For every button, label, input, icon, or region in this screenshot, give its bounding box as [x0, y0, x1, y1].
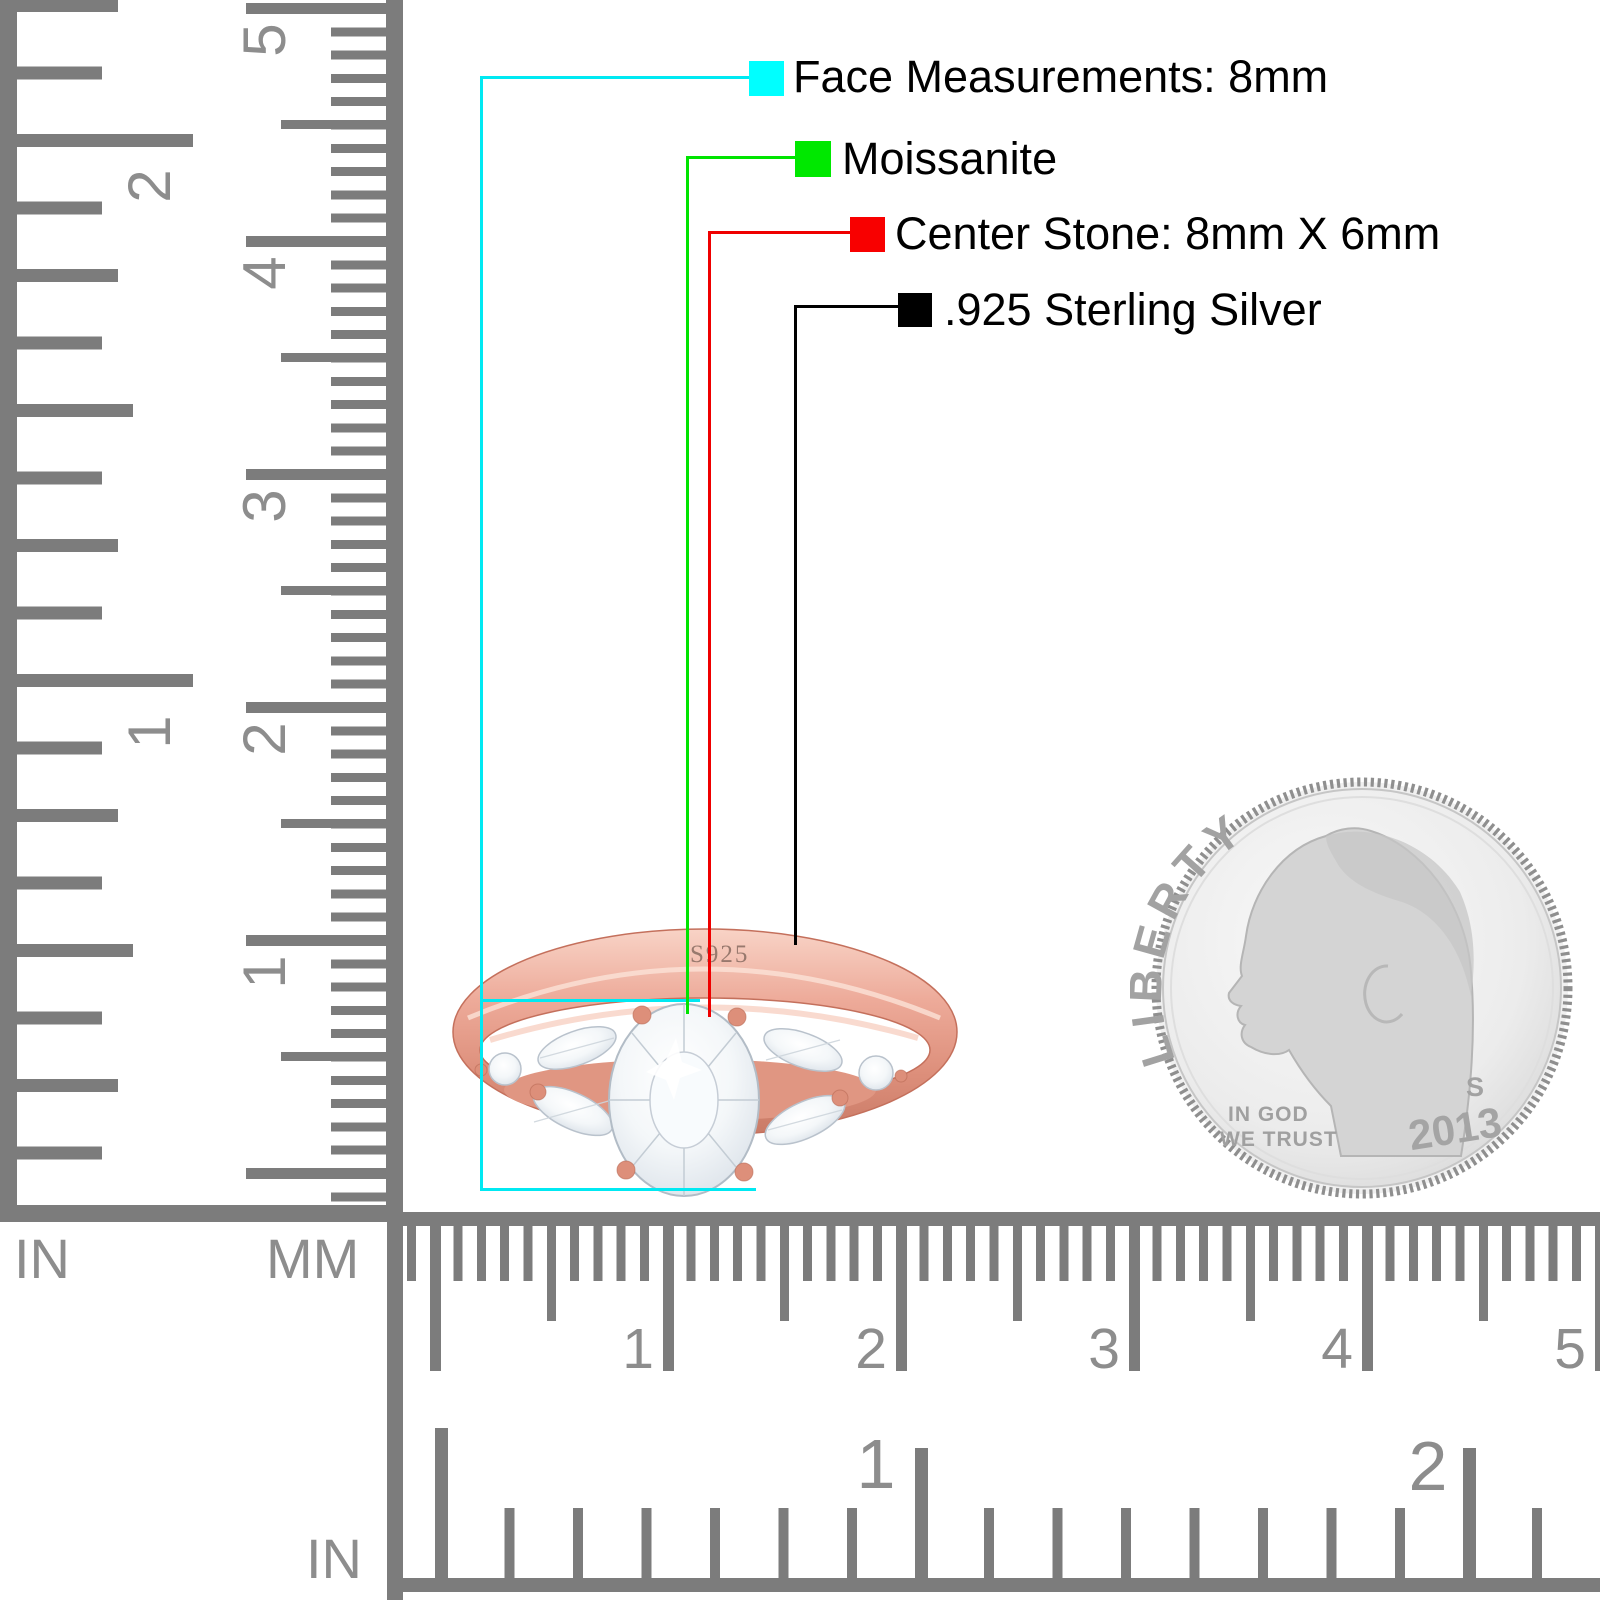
vertical-inch-ruler-edge: [0, 0, 17, 1205]
inch-tick-label: 1: [856, 1425, 896, 1503]
black-swatch: [898, 293, 932, 327]
cm-tick-label: 2: [240, 707, 298, 771]
prong: [894, 1069, 908, 1083]
red-swatch: [850, 217, 885, 252]
vertical-mm-ruler-unit: MM: [266, 1227, 360, 1290]
round-accent-stone: [858, 1055, 894, 1091]
cm-tick-label: 3: [1088, 1317, 1120, 1381]
cyan-swatch: [749, 61, 784, 96]
cm-tick-label: 5: [240, 8, 298, 72]
cm-tick-label: 2: [855, 1317, 887, 1381]
cyan-callout-line-horizontal: [480, 76, 751, 79]
half-inch-tick-marks: [17, 0, 133, 1205]
green-callout-line-horizontal: [686, 156, 797, 159]
ring-photo: S925: [452, 928, 958, 1197]
dime-coin: LIBERTY IN GOD WE TRUST S 2013: [1130, 777, 1573, 1199]
vertical-rulers-base-bar: [0, 1205, 403, 1222]
prong: [474, 1063, 488, 1077]
tenth-inch-tick-marks: [436, 1508, 1600, 1578]
inch-tick-label: 1: [116, 715, 183, 749]
cm-tick-label: 1: [240, 940, 298, 1004]
inch-tick-label: 2: [1408, 1427, 1448, 1505]
coin-motto-line1: IN GOD: [1228, 1103, 1309, 1126]
prong: [734, 1162, 754, 1182]
callout-stone-type: Moissanite: [842, 133, 1058, 184]
hallmark-stamp: S925: [690, 941, 749, 968]
callout-face-measurements: Face Measurements: 8mm: [793, 51, 1329, 102]
coin-inner-rim: [1170, 796, 1554, 1180]
cm-tick-label: 3: [240, 474, 298, 538]
vertical-mm-ruler-edge: [386, 0, 403, 1205]
stone-sparkle: [646, 1038, 702, 1100]
black-callout-line-vertical: [794, 305, 797, 945]
roosevelt-ear: [1363, 964, 1404, 1024]
black-callout-line-horizontal: [794, 305, 900, 308]
prong: [727, 1007, 747, 1027]
vertical-mm-ruler: 5 4 3 2 1: [240, 0, 403, 1205]
mm-tick-marks: [407, 1226, 1600, 1281]
inch-tick-marks: [17, 0, 193, 1205]
vertical-inch-ruler-unit: IN: [14, 1227, 70, 1290]
vertical-inch-ruler: 2 1: [0, 0, 205, 1205]
band-outer-highlight: [467, 966, 941, 1021]
round-accent-stone: [488, 1052, 522, 1086]
cm-tick-label: 5: [1554, 1317, 1586, 1381]
prong: [831, 1089, 849, 1107]
cm-tick-marks: [246, 2, 386, 1205]
bottom-ruler-bottom-edge: [387, 1578, 1600, 1592]
cm-tick-marks: [429, 1226, 1600, 1371]
quarter-inch-tick-marks: [17, 0, 118, 1205]
inch-tick-mark: [914, 1448, 928, 1578]
inch-tick-mark: [1462, 1448, 1476, 1578]
inch-tick-label: 2: [116, 169, 183, 203]
eighth-inch-tick-marks: [17, 0, 102, 1205]
cm-tick-label: 4: [1321, 1317, 1353, 1381]
callout-center-stone: Center Stone: 8mm X 6mm: [895, 208, 1441, 259]
inch-tick-mark: [434, 1428, 448, 1578]
bottom-ruler: 1 2 3 4 5 1 2: [387, 1212, 1600, 1600]
callout-metal: .925 Sterling Silver: [944, 284, 1322, 335]
prong: [616, 1160, 636, 1180]
marquise-facets: [533, 1037, 843, 1131]
red-callout-line-horizontal: [708, 231, 852, 234]
roosevelt-hair: [1326, 831, 1474, 996]
mm-tick-marks: [331, 3, 386, 1204]
half-cm-tick-marks: [281, 120, 386, 1205]
bottom-inch-ruler-unit: IN: [306, 1527, 362, 1590]
half-cm-tick-marks: [547, 1226, 1600, 1321]
bottom-ruler-left-edge: [387, 1212, 403, 1600]
coin-motto-line2: WE TRUST: [1220, 1128, 1338, 1151]
green-swatch: [795, 141, 831, 177]
cm-tick-label: 1: [622, 1317, 654, 1381]
prong: [632, 1005, 652, 1025]
cm-tick-label: 4: [240, 241, 298, 305]
coin-mint-mark: S: [1466, 1072, 1484, 1102]
prong: [529, 1083, 547, 1101]
